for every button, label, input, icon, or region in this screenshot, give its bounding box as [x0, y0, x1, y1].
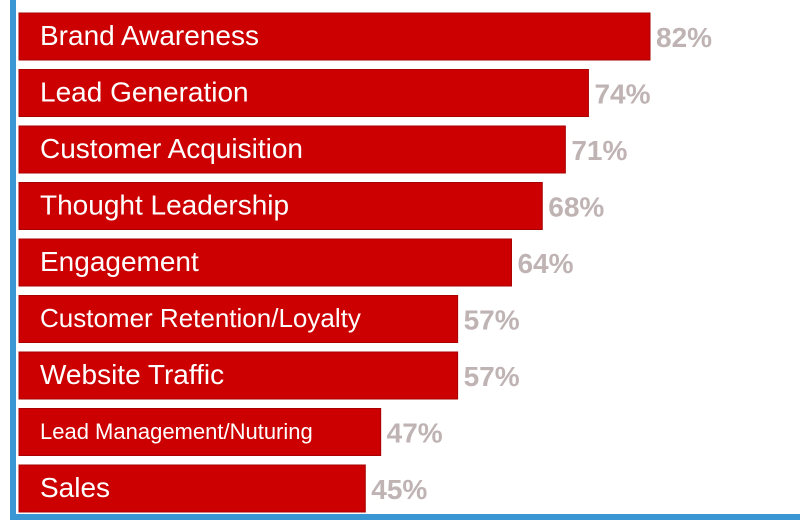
category-label: Website Traffic: [40, 359, 224, 390]
value-label: 47%: [387, 417, 443, 448]
labels-layer: Brand Awareness 82% Lead Generation 74% Cust…: [40, 20, 712, 505]
value-label: 45%: [371, 474, 427, 505]
category-label: Sales: [40, 472, 110, 503]
value-label: 68%: [548, 191, 604, 222]
bars-layer: [18, 12, 651, 513]
bar: [18, 12, 651, 61]
category-label: Customer Acquisition: [40, 133, 303, 164]
value-label: 57%: [464, 304, 520, 335]
bar: [18, 351, 459, 400]
bar: [18, 295, 459, 343]
y-axis-line: [10, 0, 16, 520]
bar: [18, 125, 566, 174]
value-label: 82%: [656, 22, 712, 53]
bar: [18, 464, 366, 513]
category-label: Thought Leadership: [40, 189, 289, 220]
bar: [18, 182, 543, 230]
bar: [18, 69, 589, 117]
category-label: Lead Management/Nuturing: [40, 419, 313, 444]
bar: [18, 238, 512, 287]
bar: [18, 408, 382, 456]
category-label: Lead Generation: [40, 76, 249, 107]
value-label: 71%: [571, 135, 627, 166]
axis-layer: [10, 0, 800, 520]
value-label: 64%: [517, 248, 573, 279]
category-label: Engagement: [40, 246, 199, 277]
x-axis-line: [10, 514, 800, 520]
category-label: Customer Retention/Loyalty: [40, 303, 361, 333]
category-label: Brand Awareness: [40, 20, 259, 51]
value-label: 57%: [464, 361, 520, 392]
value-label: 74%: [594, 78, 650, 109]
